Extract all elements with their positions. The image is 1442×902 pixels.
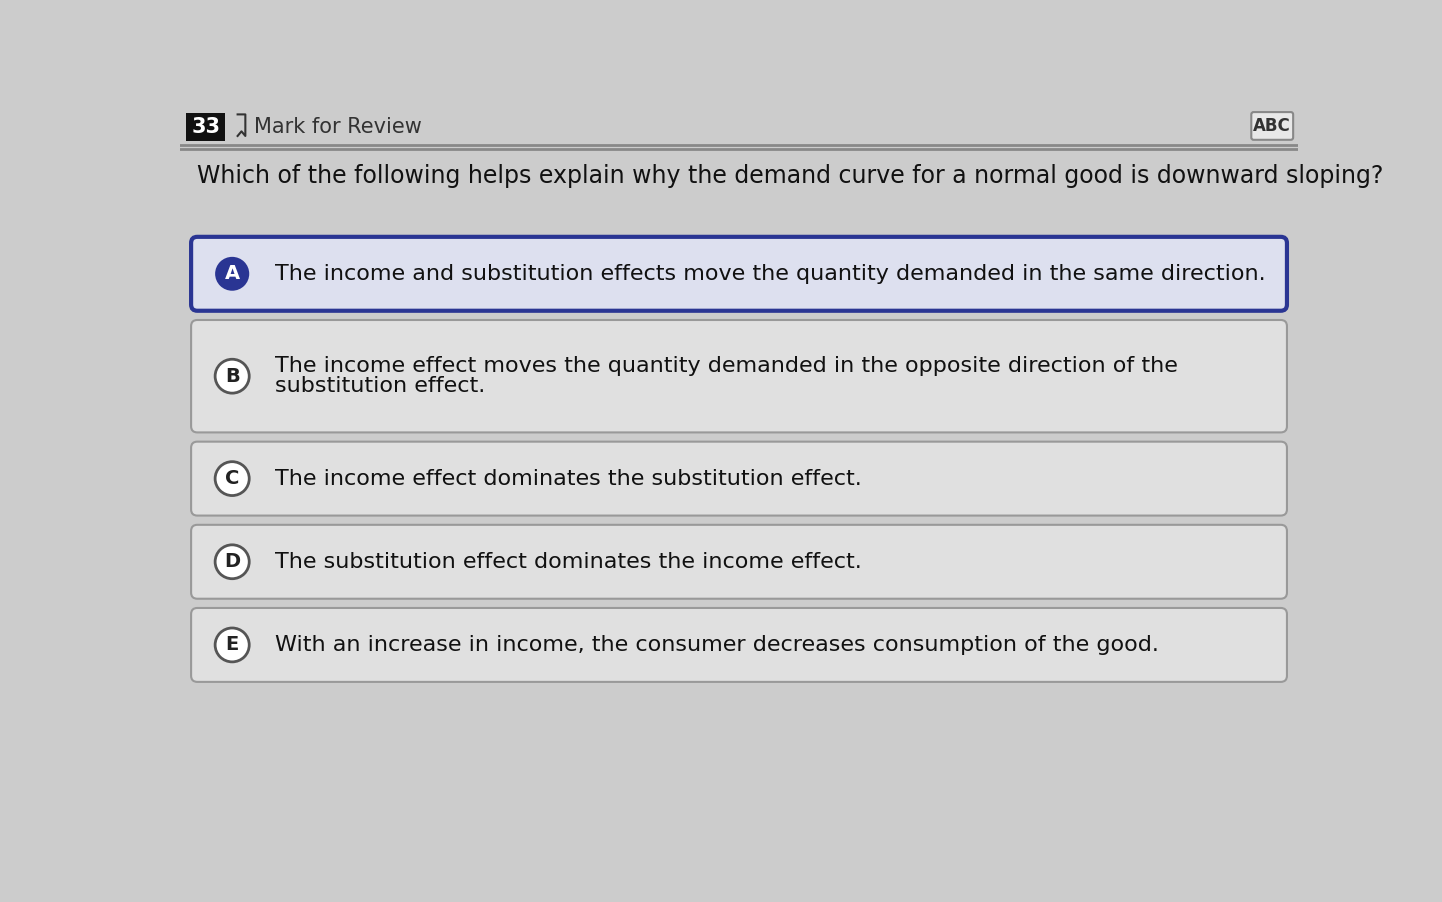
FancyBboxPatch shape xyxy=(192,608,1286,682)
Text: The income effect moves the quantity demanded in the opposite direction of the: The income effect moves the quantity dem… xyxy=(275,356,1178,376)
Text: The substitution effect dominates the income effect.: The substitution effect dominates the in… xyxy=(275,552,861,572)
Circle shape xyxy=(215,257,249,290)
Text: Mark for Review: Mark for Review xyxy=(254,117,421,137)
Text: The income and substitution effects move the quantity demanded in the same direc: The income and substitution effects move… xyxy=(275,263,1266,284)
Text: Which of the following helps explain why the demand curve for a normal good is d: Which of the following helps explain why… xyxy=(198,163,1384,188)
Text: 33: 33 xyxy=(192,116,221,137)
Polygon shape xyxy=(238,115,245,136)
Text: E: E xyxy=(225,635,239,655)
Text: D: D xyxy=(224,552,241,571)
Text: substitution effect.: substitution effect. xyxy=(275,376,485,396)
FancyBboxPatch shape xyxy=(192,442,1286,516)
Circle shape xyxy=(215,462,249,495)
FancyBboxPatch shape xyxy=(192,320,1286,432)
Text: With an increase in income, the consumer decreases consumption of the good.: With an increase in income, the consumer… xyxy=(275,635,1159,655)
Circle shape xyxy=(215,359,249,393)
Text: ABC: ABC xyxy=(1253,117,1291,135)
Text: B: B xyxy=(225,367,239,386)
FancyBboxPatch shape xyxy=(192,525,1286,599)
FancyBboxPatch shape xyxy=(186,113,225,141)
FancyBboxPatch shape xyxy=(1252,112,1293,140)
Text: A: A xyxy=(225,264,239,283)
FancyBboxPatch shape xyxy=(192,237,1286,311)
Circle shape xyxy=(215,545,249,579)
Text: The income effect dominates the substitution effect.: The income effect dominates the substitu… xyxy=(275,469,861,489)
Circle shape xyxy=(215,628,249,662)
Text: C: C xyxy=(225,469,239,488)
